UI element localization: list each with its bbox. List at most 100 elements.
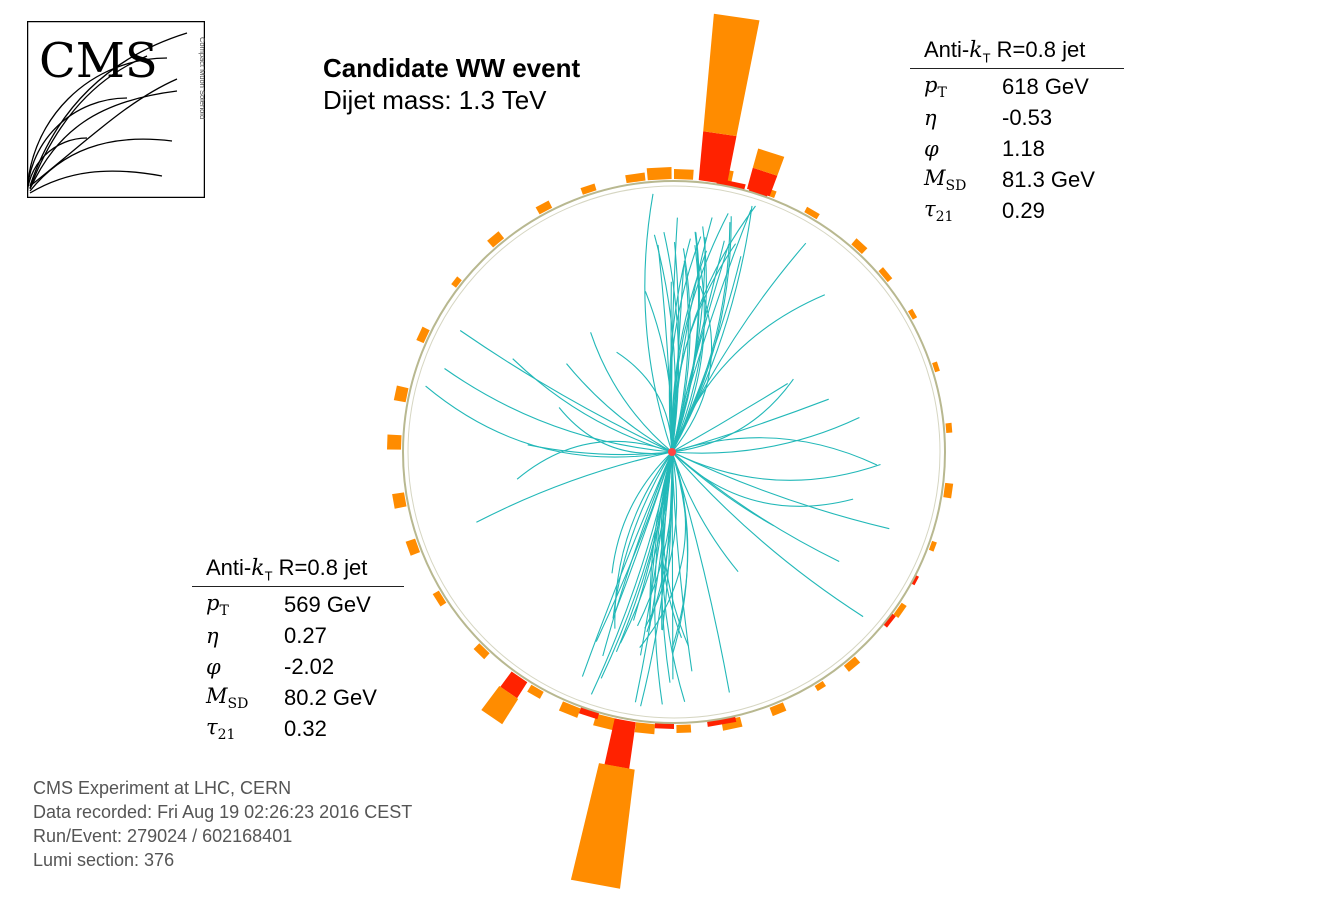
jet2-eta-value: 0.27 [284, 622, 327, 648]
jet1-hcal-tower [752, 148, 785, 176]
hcal-tower [432, 590, 447, 607]
date-line: Data recorded: Fri Aug 19 02:26:23 2016 … [33, 802, 413, 822]
track [671, 285, 713, 453]
track [444, 368, 673, 453]
event-title: Candidate WW event [323, 53, 581, 83]
hcal-tower [893, 602, 907, 618]
track [613, 451, 673, 615]
lumi-line: Lumi section: 376 [33, 850, 175, 870]
track [671, 437, 878, 466]
phi-symbol: φ [924, 136, 939, 161]
track [639, 451, 687, 648]
experiment-line: CMS Experiment at LHC, CERN [33, 778, 292, 798]
hcal-tower [674, 169, 694, 180]
track [671, 217, 713, 453]
jet2-pt-value: 569 GeV [284, 591, 371, 617]
track [512, 358, 673, 453]
track [671, 451, 881, 481]
track [671, 248, 691, 453]
hcal-tower [676, 724, 692, 733]
track [527, 444, 673, 456]
track [671, 294, 826, 453]
jet1-eta-value: -0.53 [1002, 104, 1053, 130]
track [616, 351, 673, 453]
track [590, 332, 673, 453]
track [459, 330, 673, 453]
track [671, 242, 807, 453]
track [644, 291, 673, 453]
jet1-pt-value: 618 GeV [1002, 73, 1089, 99]
jet1-ecal-tower [747, 167, 778, 197]
jet2-hcal-tower [570, 763, 635, 889]
track [671, 451, 693, 672]
track [644, 193, 673, 453]
hcal-tower [814, 681, 826, 692]
calorimeter-deposits [387, 13, 954, 889]
jet2-msd-row: MSD 80.2 GeV [192, 682, 377, 713]
jet1-tau21-row: τ21 0.29 [910, 195, 1095, 226]
hcal-tower [487, 231, 505, 248]
jet2-ecal-tower [604, 718, 636, 769]
jet1-hcal-tower [703, 13, 760, 137]
ecal-tower [911, 575, 919, 586]
hcal-tower [416, 326, 430, 344]
pt-symbol: pT [206, 590, 229, 619]
hcal-tower [804, 206, 820, 220]
dijet-mass: Dijet mass: 1.3 TeV [323, 85, 547, 115]
hcal-tower [535, 200, 553, 215]
event-title-block: Candidate WW event Dijet mass: 1.3 TeV [323, 52, 580, 116]
hcal-tower [451, 276, 462, 288]
tau21-symbol: τ21 [924, 196, 954, 225]
hcal-tower [943, 482, 954, 499]
track [590, 451, 673, 695]
hcal-tower [392, 492, 407, 509]
track [671, 205, 756, 453]
jet2-hcal-tower [481, 686, 519, 725]
jet1-phi-row: φ 1.18 [910, 133, 1095, 164]
jet2-table: Anti-kT R=0.8 jet pT 569 GeV η 0.27 φ -2.02… [192, 555, 404, 744]
hcal-tower [843, 656, 861, 672]
tracks [425, 193, 890, 707]
jet1-tau21-value: 0.29 [1002, 197, 1045, 223]
track [671, 451, 689, 655]
jet2-eta-row: η 0.27 [192, 620, 377, 651]
hcal-tower [558, 701, 581, 718]
tau21-symbol: τ21 [206, 714, 236, 743]
msd-symbol: MSD [206, 683, 249, 712]
track [516, 440, 673, 480]
jet2-ecal-tower [500, 671, 528, 699]
track [611, 451, 673, 574]
primary-vertex [668, 448, 676, 456]
jet2-tau21-value: 0.32 [284, 715, 327, 741]
hcal-tower [945, 422, 953, 433]
ecal-tower [883, 613, 896, 628]
track [671, 451, 775, 527]
track [632, 451, 673, 621]
ecal-tower [578, 706, 600, 720]
hcal-tower [634, 722, 655, 735]
jet1-eta-row: η -0.53 [910, 102, 1095, 133]
track [671, 398, 829, 453]
jet2-header: Anti-kT R=0.8 jet [192, 555, 404, 588]
hcal-tower [405, 538, 420, 556]
logo-subtext: Compact Muon Solenoid [198, 37, 205, 119]
hcal-tower [878, 267, 893, 283]
tracker-inner-boundary [407, 185, 941, 719]
track [671, 216, 732, 453]
hcal-tower [527, 684, 544, 699]
cms-logo: CMS Compact Muon Solenoid [27, 21, 205, 198]
track [566, 363, 673, 453]
track [671, 378, 794, 453]
jet1-phi-value: 1.18 [1002, 135, 1045, 161]
jet1-pt-row: pT 618 GeV [910, 71, 1095, 102]
jet1-msd-value: 81.3 GeV [1002, 166, 1095, 192]
run-event-line: Run/Event: 279024 / 602168401 [33, 826, 293, 846]
track [619, 451, 673, 644]
hcal-tower [387, 434, 402, 450]
hcal-tower [928, 540, 937, 552]
track [671, 383, 788, 453]
hcal-tower [580, 183, 597, 195]
jet2-pt-row: pT 569 GeV [192, 589, 377, 620]
hcal-tower [851, 238, 868, 254]
